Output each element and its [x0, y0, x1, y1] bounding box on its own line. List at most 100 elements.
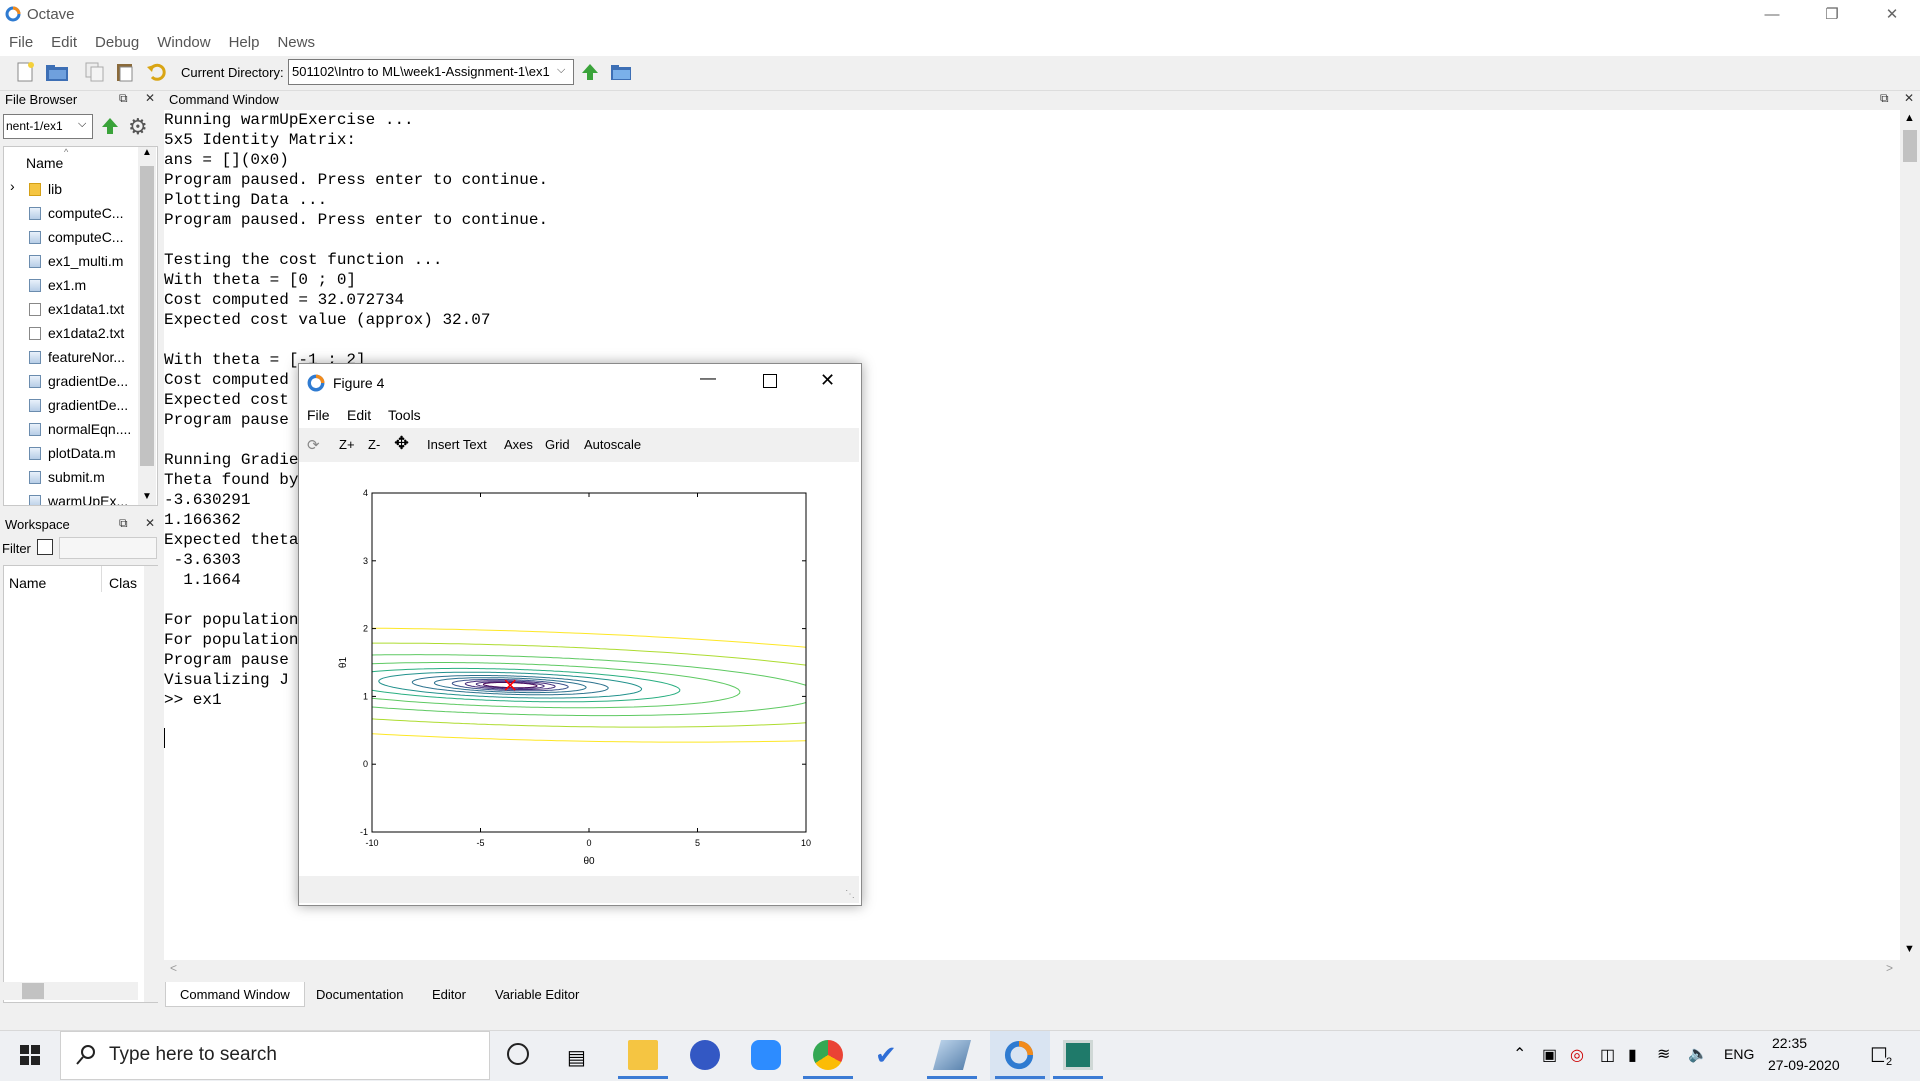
- file-explorer-icon[interactable]: [628, 1040, 658, 1070]
- paste-icon[interactable]: [114, 61, 138, 85]
- clock-time[interactable]: 22:35: [1772, 1035, 1808, 1051]
- file-item[interactable]: gradientDe...: [4, 369, 138, 393]
- pan-icon[interactable]: ✥: [394, 433, 410, 453]
- tab-command-window[interactable]: Command Window: [165, 982, 305, 1007]
- menu-debug[interactable]: Debug: [95, 33, 140, 51]
- file-item[interactable]: featureNor...: [4, 345, 138, 369]
- file-item[interactable]: gradientDe...: [4, 393, 138, 417]
- command-window-hscrollbar[interactable]: [164, 960, 1900, 978]
- workspace-scrollbar[interactable]: [144, 566, 158, 1002]
- rotate-icon[interactable]: ⟳: [307, 437, 320, 454]
- scroll-down-icon[interactable]: ▼: [1904, 943, 1915, 955]
- scroll-up-icon[interactable]: ▲: [1904, 112, 1915, 124]
- filter-input[interactable]: [59, 537, 157, 559]
- new-file-icon[interactable]: [14, 61, 38, 85]
- gear-icon[interactable]: ⚙: [128, 114, 148, 139]
- open-folder-icon[interactable]: [45, 61, 69, 85]
- wifi-icon[interactable]: ≋: [1657, 1046, 1671, 1063]
- meet-now-icon[interactable]: ▣: [1542, 1047, 1558, 1064]
- insert-text-button[interactable]: Insert Text: [427, 437, 487, 452]
- file-item[interactable]: normalEqn....: [4, 417, 138, 441]
- volume-icon[interactable]: 🔈: [1688, 1046, 1708, 1063]
- menu-news[interactable]: News: [277, 33, 315, 51]
- language-indicator[interactable]: ENG: [1724, 1046, 1755, 1062]
- close-panel-icon[interactable]: ✕: [1904, 91, 1915, 105]
- menu-edit[interactable]: Edit: [51, 33, 78, 51]
- chevron-down-icon[interactable]: ⌵: [78, 118, 87, 130]
- figure-menu-tools[interactable]: Tools: [388, 407, 421, 423]
- zoom-out-button[interactable]: Z-: [368, 437, 381, 452]
- command-window-scrollbar[interactable]: [1900, 110, 1920, 964]
- menu-window[interactable]: Window: [157, 33, 211, 51]
- chevron-down-icon[interactable]: ⌵: [557, 64, 566, 76]
- scroll-down-icon[interactable]: ▼: [142, 491, 152, 502]
- octave-taskbar-active[interactable]: [990, 1031, 1050, 1080]
- task-view-icon[interactable]: ▤: [567, 1047, 586, 1069]
- scroll-left-icon[interactable]: <: [170, 961, 178, 975]
- folder-item[interactable]: › lib: [4, 177, 138, 201]
- network-error-icon[interactable]: ◎: [1570, 1047, 1584, 1064]
- notification-icon[interactable]: ☐: [1870, 1045, 1888, 1067]
- current-directory-input[interactable]: 501102\Intro to ML\week1-Assignment-1\ex…: [288, 59, 574, 85]
- zoom-app-icon[interactable]: [751, 1040, 781, 1070]
- tab-variable-editor[interactable]: Variable Editor: [495, 986, 580, 1002]
- file-item[interactable]: computeC...: [4, 201, 138, 225]
- cortana-icon[interactable]: [507, 1043, 529, 1065]
- file-browser-path-input[interactable]: nent-1/ex1: [3, 114, 93, 139]
- column-header-name[interactable]: Name: [9, 575, 47, 591]
- battery-icon[interactable]: ▮: [1628, 1047, 1637, 1064]
- file-item[interactable]: computeC...: [4, 225, 138, 249]
- figure-minimize-button[interactable]: —: [700, 370, 716, 387]
- windows-start-icon[interactable]: [20, 1045, 40, 1065]
- chevron-up-icon[interactable]: ⌃: [1513, 1046, 1527, 1063]
- device-icon[interactable]: ◫: [1600, 1047, 1616, 1064]
- todo-check-icon[interactable]: ✔: [875, 1040, 897, 1070]
- figure-menu-edit[interactable]: Edit: [347, 407, 372, 423]
- parent-directory-icon[interactable]: [580, 62, 600, 86]
- minimize-button[interactable]: —: [1764, 5, 1780, 23]
- scrollbar-thumb[interactable]: [1903, 130, 1917, 162]
- headphones-app-icon[interactable]: [690, 1040, 720, 1070]
- undo-icon[interactable]: [146, 61, 170, 85]
- close-panel-icon[interactable]: ✕: [145, 516, 156, 530]
- figure-maximize-button[interactable]: [763, 374, 777, 388]
- column-header-name[interactable]: Name: [26, 155, 64, 171]
- terminal-app-icon[interactable]: [1063, 1040, 1093, 1070]
- restore-button[interactable]: ❐: [1825, 6, 1839, 23]
- clock-date[interactable]: 27-09-2020: [1768, 1057, 1840, 1073]
- file-item[interactable]: ex1_multi.m: [4, 249, 138, 273]
- scroll-right-icon[interactable]: >: [1886, 961, 1894, 975]
- file-item[interactable]: ex1.m: [4, 273, 138, 297]
- file-item[interactable]: ex1data2.txt: [4, 321, 138, 345]
- menu-help[interactable]: Help: [228, 33, 260, 51]
- copy-icon[interactable]: [84, 61, 108, 85]
- file-item[interactable]: submit.m: [4, 465, 138, 489]
- browse-folder-icon[interactable]: [610, 62, 632, 86]
- scroll-up-icon[interactable]: ▲: [142, 147, 152, 158]
- chrome-icon[interactable]: [813, 1040, 843, 1070]
- zoom-in-button[interactable]: Z+: [339, 437, 355, 452]
- tab-documentation[interactable]: Documentation: [316, 986, 404, 1002]
- figure-close-button[interactable]: ✕: [820, 370, 836, 390]
- scrollbar-thumb[interactable]: [22, 983, 44, 999]
- undock-icon[interactable]: ⧉: [119, 516, 128, 530]
- menu-file[interactable]: File: [9, 33, 34, 51]
- file-item[interactable]: warmUpEx...: [4, 489, 138, 505]
- parent-directory-icon[interactable]: [101, 116, 119, 140]
- expand-arrow-icon[interactable]: ›: [10, 178, 15, 194]
- column-header-class[interactable]: Clas: [109, 575, 138, 591]
- close-panel-icon[interactable]: ✕: [145, 91, 156, 105]
- axes-button[interactable]: Axes: [504, 437, 533, 452]
- scrollbar-thumb[interactable]: [140, 166, 154, 466]
- file-item[interactable]: plotData.m: [4, 441, 138, 465]
- file-item[interactable]: ex1data1.txt: [4, 297, 138, 321]
- filter-checkbox[interactable]: [37, 539, 53, 555]
- octave-taskbar-icon[interactable]: [1004, 1040, 1034, 1070]
- grid-button[interactable]: Grid: [545, 437, 570, 452]
- undock-icon[interactable]: ⧉: [1880, 91, 1889, 105]
- resize-grip-icon[interactable]: ⋱: [845, 889, 855, 900]
- undock-icon[interactable]: ⧉: [119, 91, 128, 105]
- close-button[interactable]: ✕: [1885, 6, 1899, 23]
- figure-menu-file[interactable]: File: [307, 407, 330, 423]
- autoscale-button[interactable]: Autoscale: [584, 437, 642, 452]
